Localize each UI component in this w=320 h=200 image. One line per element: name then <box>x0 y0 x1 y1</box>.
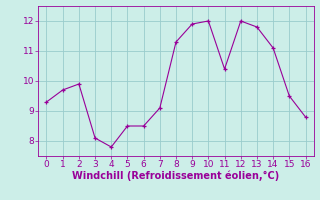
X-axis label: Windchill (Refroidissement éolien,°C): Windchill (Refroidissement éolien,°C) <box>72 171 280 181</box>
